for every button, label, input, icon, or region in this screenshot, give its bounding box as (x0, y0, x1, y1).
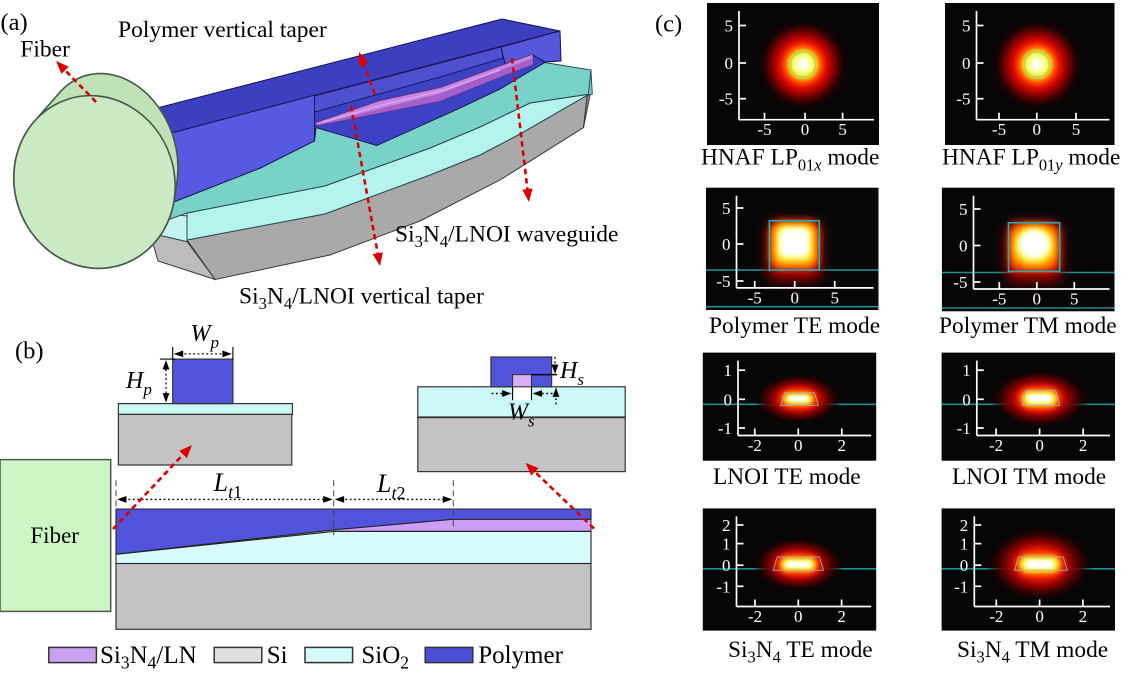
svg-text:0: 0 (1035, 607, 1044, 626)
svg-text:Wp: Wp (191, 321, 220, 352)
svg-text:0: 0 (790, 288, 799, 307)
svg-text:5: 5 (959, 200, 968, 219)
svg-text:Si3N4/LNOI waveguide: Si3N4/LNOI waveguide (395, 222, 618, 252)
svg-text:0: 0 (794, 607, 803, 626)
svg-text:0: 0 (959, 237, 968, 256)
svg-text:HNAF LP01x mode: HNAF LP01x mode (701, 145, 879, 175)
svg-text:0: 0 (962, 390, 971, 409)
svg-text:2: 2 (722, 516, 731, 535)
svg-text:2: 2 (960, 516, 969, 535)
svg-text:Fiber: Fiber (30, 523, 79, 548)
svg-text:5: 5 (838, 120, 847, 139)
svg-text:-5: -5 (953, 273, 967, 292)
svg-text:-5: -5 (716, 272, 730, 291)
svg-text:0: 0 (724, 390, 733, 409)
svg-text:Lt2: Lt2 (376, 469, 405, 503)
svg-text:-5: -5 (956, 90, 970, 109)
svg-text:LNOI TM mode: LNOI TM mode (952, 464, 1106, 490)
svg-text:1: 1 (722, 535, 731, 554)
svg-text:(b): (b) (15, 338, 44, 365)
svg-text:-2: -2 (989, 436, 1003, 455)
svg-text:Polymer vertical taper: Polymer vertical taper (118, 17, 327, 43)
svg-text:5: 5 (1070, 290, 1079, 309)
svg-text:2: 2 (1079, 607, 1088, 626)
svg-text:0: 0 (962, 54, 971, 73)
svg-text:LNOI TE mode: LNOI TE mode (713, 464, 861, 490)
svg-text:-2: -2 (748, 607, 762, 626)
svg-text:5: 5 (722, 199, 731, 218)
svg-text:HNAF LP01y mode: HNAF LP01y mode (942, 145, 1120, 175)
svg-text:Si3N4/LN: Si3N4/LN (100, 642, 197, 673)
svg-text:5: 5 (1072, 120, 1081, 139)
svg-text:0: 0 (722, 235, 731, 254)
svg-text:Polymer TM mode: Polymer TM mode (939, 313, 1117, 339)
svg-text:2: 2 (838, 436, 847, 455)
svg-text:-1: -1 (957, 419, 971, 438)
svg-text:Si3N4/LNOI vertical taper: Si3N4/LNOI vertical taper (239, 284, 484, 314)
svg-text:0: 0 (725, 54, 734, 73)
svg-text:0: 0 (794, 436, 803, 455)
svg-text:5: 5 (830, 288, 839, 307)
svg-text:0: 0 (1033, 120, 1042, 139)
svg-text:-1: -1 (718, 419, 732, 438)
svg-text:(a): (a) (1, 9, 28, 36)
svg-text:1: 1 (962, 361, 971, 380)
svg-text:0: 0 (1035, 436, 1044, 455)
svg-text:0: 0 (801, 120, 810, 139)
svg-text:-2: -2 (989, 607, 1003, 626)
svg-text:5: 5 (725, 17, 734, 36)
svg-text:-1: -1 (716, 577, 730, 596)
svg-text:-5: -5 (748, 288, 762, 307)
svg-text:0: 0 (960, 556, 969, 575)
svg-text:1: 1 (960, 535, 969, 554)
svg-text:Si: Si (267, 642, 288, 669)
svg-text:1: 1 (724, 361, 733, 380)
svg-text:-1: -1 (954, 577, 968, 596)
svg-text:2: 2 (837, 607, 846, 626)
svg-text:0: 0 (1033, 290, 1042, 309)
svg-text:Polymer: Polymer (478, 642, 563, 669)
svg-text:-5: -5 (719, 90, 733, 109)
svg-text:-5: -5 (992, 120, 1006, 139)
svg-text:(c): (c) (655, 11, 682, 38)
svg-text:Si3N4 TM mode: Si3N4 TM mode (957, 637, 1108, 667)
svg-text:5: 5 (962, 17, 971, 36)
svg-text:Hp: Hp (125, 368, 152, 399)
svg-text:-5: -5 (757, 120, 771, 139)
svg-text:Polymer TE mode: Polymer TE mode (709, 313, 880, 339)
svg-text:Lt1: Lt1 (213, 468, 242, 502)
svg-text:2: 2 (1079, 436, 1088, 455)
svg-text:Hs: Hs (559, 358, 584, 389)
svg-text:-5: -5 (992, 290, 1006, 309)
svg-text:Fiber: Fiber (20, 36, 70, 62)
svg-text:0: 0 (722, 556, 731, 575)
svg-text:-2: -2 (748, 436, 762, 455)
svg-text:Ws: Ws (508, 400, 535, 431)
